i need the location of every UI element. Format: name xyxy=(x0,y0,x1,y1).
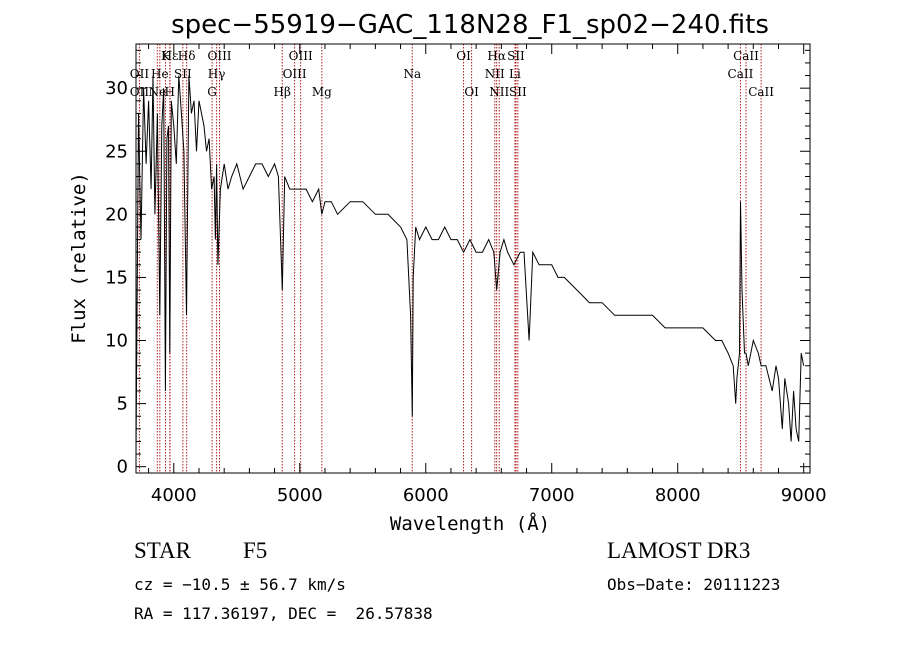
chart-title: spec−55919−GAC_118N28_F1_sp02−240.fits xyxy=(171,10,769,40)
coordinates: RA = 117.36197, DEC = 26.57838 xyxy=(134,604,433,623)
line-label: Hδ xyxy=(178,49,196,63)
line-label: Hα xyxy=(487,49,506,63)
x-tick-label: 5000 xyxy=(277,485,323,506)
y-tick-label: 10 xyxy=(105,331,128,352)
survey-name: LAMOST DR3 xyxy=(607,538,751,563)
line-label: K xyxy=(161,49,171,63)
line-label: SII xyxy=(507,49,525,63)
object-type: STAR xyxy=(134,538,191,563)
x-tick-label: 4000 xyxy=(151,485,197,506)
y-axis-ticks: 0 5 10 15 20 25 30 xyxy=(105,49,810,478)
line-label: Na xyxy=(403,67,421,81)
x-axis-ticks: 4000 5000 6000 7000 8000 9000 xyxy=(148,44,827,506)
line-label: Li xyxy=(509,67,521,81)
line-label: OI xyxy=(464,85,479,99)
line-label: OIII xyxy=(289,49,313,63)
y-tick-label: 15 xyxy=(105,267,128,288)
line-label: Hγ xyxy=(208,67,226,81)
line-markers-group xyxy=(138,44,762,473)
spectrum-chart: spec−55919−GAC_118N28_F1_sp02−240.fits H… xyxy=(68,10,827,535)
line-label: CaII xyxy=(728,67,754,81)
plot-frame xyxy=(135,43,811,474)
y-tick-label: 30 xyxy=(105,78,128,99)
x-axis-label: Wavelength (Å) xyxy=(390,512,550,535)
x-tick-label: 7000 xyxy=(529,485,575,506)
y-tick-label: 20 xyxy=(105,204,128,225)
line-label: NII xyxy=(489,85,509,99)
line-label: H xyxy=(165,85,175,99)
y-tick-label: 25 xyxy=(105,141,128,162)
line-label: OII xyxy=(130,85,150,99)
line-label: OIII xyxy=(207,49,231,63)
spectrum-line xyxy=(135,75,805,455)
line-label: G xyxy=(207,85,217,99)
obs-date: Obs−Date: 20111223 xyxy=(607,575,781,594)
line-label: SII xyxy=(509,85,527,99)
line-label: OI xyxy=(456,49,471,63)
y-axis-label: Flux (relative) xyxy=(68,172,90,344)
line-label: Hβ xyxy=(274,85,291,99)
line-label: OII xyxy=(130,67,150,81)
line-label: CaII xyxy=(733,49,759,63)
x-tick-label: 9000 xyxy=(781,485,827,506)
y-tick-label: 0 xyxy=(117,457,128,478)
subclass: F5 xyxy=(243,538,268,563)
line-label: Mg xyxy=(312,85,332,99)
x-tick-label: 6000 xyxy=(403,485,449,506)
line-label: He xyxy=(151,67,169,81)
x-tick-label: 8000 xyxy=(655,485,701,506)
line-label: OIII xyxy=(283,67,307,81)
y-tick-label: 5 xyxy=(117,394,128,415)
line-label: NII xyxy=(485,67,505,81)
redshift-text: cz = −10.5 ± 56.7 km/s xyxy=(134,575,346,594)
line-label: CaII xyxy=(748,85,774,99)
